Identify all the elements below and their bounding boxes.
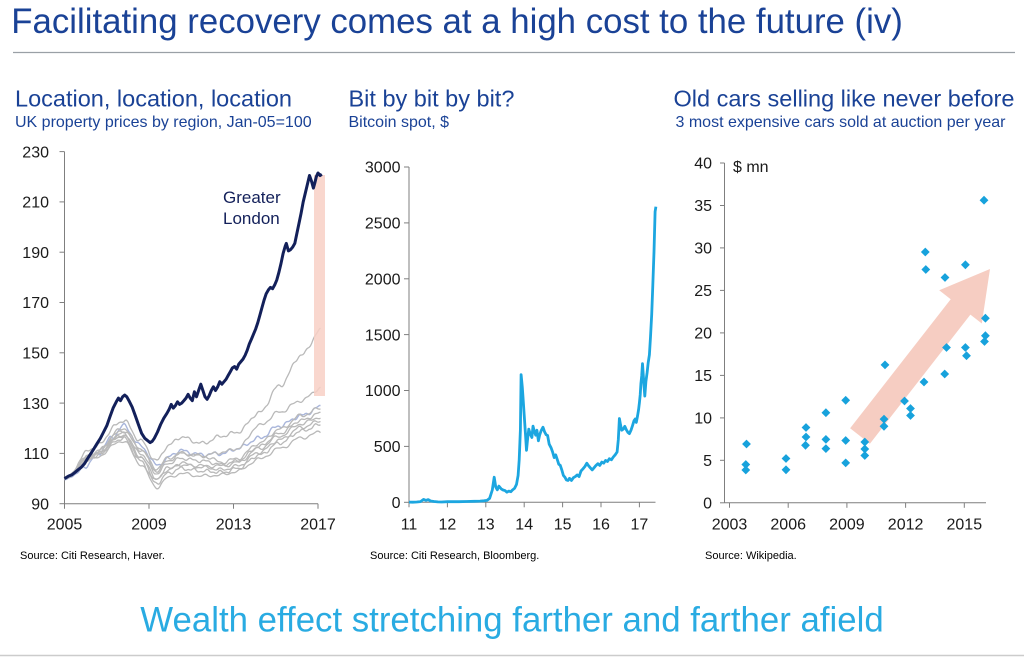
svg-text:15: 15 (554, 517, 572, 534)
svg-text:20: 20 (694, 326, 712, 343)
svg-text:Source: Wikipedia.: Source: Wikipedia. (705, 550, 797, 562)
svg-text:25: 25 (694, 283, 712, 300)
svg-text:15: 15 (694, 368, 712, 385)
svg-text:Old cars selling like never be: Old cars selling like never before (674, 86, 1015, 112)
svg-text:London: London (223, 209, 280, 228)
svg-text:130: 130 (22, 396, 49, 413)
svg-text:5: 5 (703, 453, 712, 470)
svg-text:0: 0 (703, 496, 712, 513)
svg-text:Bitcoin spot, $: Bitcoin spot, $ (349, 114, 450, 131)
svg-text:35: 35 (694, 198, 712, 215)
svg-text:2005: 2005 (47, 517, 83, 534)
svg-text:Location, location, location: Location, location, location (15, 86, 292, 112)
svg-text:UK property prices by region,: UK property prices by region, Jan-05=100 (15, 114, 312, 131)
svg-text:210: 210 (22, 195, 49, 212)
svg-text:2000: 2000 (365, 272, 401, 289)
svg-text:2013: 2013 (216, 517, 252, 534)
svg-text:16: 16 (592, 517, 610, 534)
svg-text:190: 190 (22, 245, 49, 262)
svg-text:110: 110 (23, 446, 49, 463)
svg-text:12: 12 (439, 517, 457, 534)
svg-text:500: 500 (374, 439, 401, 456)
svg-text:170: 170 (22, 295, 49, 312)
svg-text:2009: 2009 (131, 517, 167, 534)
svg-text:30: 30 (694, 241, 712, 258)
svg-text:2012: 2012 (888, 517, 924, 534)
svg-text:2009: 2009 (829, 517, 865, 534)
svg-text:11: 11 (401, 517, 418, 534)
svg-text:$ mn: $ mn (733, 159, 769, 176)
svg-text:2015: 2015 (947, 517, 983, 534)
svg-text:2003: 2003 (712, 517, 748, 534)
svg-text:Source: Citi Research, Bloombe: Source: Citi Research, Bloomberg. (370, 550, 539, 562)
svg-text:2006: 2006 (770, 517, 806, 534)
svg-text:1500: 1500 (365, 327, 401, 344)
svg-text:Source: Citi Research, Haver.: Source: Citi Research, Haver. (20, 550, 165, 562)
svg-text:Wealth effect stretching farth: Wealth effect stretching farther and far… (140, 601, 883, 640)
svg-text:10: 10 (694, 411, 712, 428)
svg-text:Greater: Greater (223, 188, 281, 207)
svg-text:0: 0 (392, 495, 401, 512)
svg-text:2017: 2017 (300, 517, 336, 534)
svg-text:150: 150 (22, 346, 49, 363)
svg-text:Bit by bit by bit?: Bit by bit by bit? (349, 86, 515, 112)
svg-text:14: 14 (515, 517, 533, 534)
svg-text:40: 40 (694, 156, 712, 173)
svg-text:3000: 3000 (365, 160, 401, 177)
svg-text:90: 90 (31, 496, 49, 513)
svg-text:Facilitating recovery comes at: Facilitating recovery comes at a high co… (11, 2, 903, 41)
svg-text:230: 230 (22, 144, 49, 161)
svg-text:3 most expensive cars sold at: 3 most expensive cars sold at auction pe… (676, 114, 1007, 131)
svg-text:1000: 1000 (365, 383, 401, 400)
svg-text:13: 13 (477, 517, 495, 534)
svg-text:2500: 2500 (365, 216, 401, 233)
svg-text:17: 17 (631, 517, 649, 534)
